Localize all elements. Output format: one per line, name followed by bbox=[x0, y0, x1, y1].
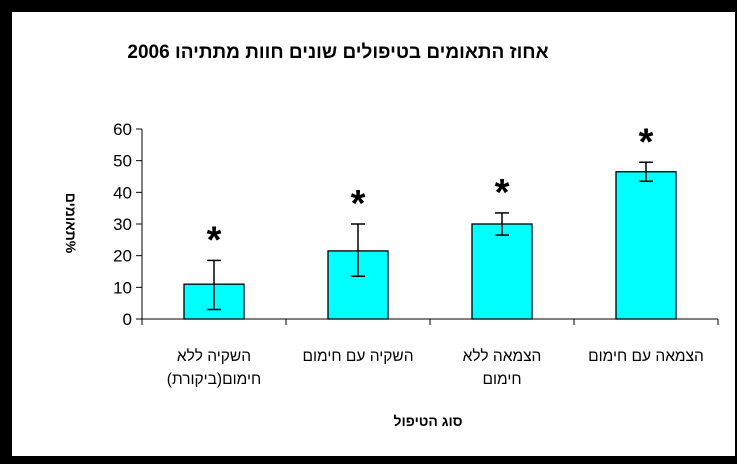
y-tick-label-5: 50 bbox=[113, 152, 132, 171]
significance-star-2: * bbox=[495, 172, 510, 214]
bar-2 bbox=[471, 223, 533, 320]
y-tick-label-2: 20 bbox=[113, 247, 132, 266]
y-axis-title: %תאומים bbox=[63, 193, 79, 254]
x-tick-label-3: הצמאה עם חימום bbox=[588, 348, 704, 365]
significance-star-1: * bbox=[351, 183, 366, 225]
significance-star-3: * bbox=[639, 121, 654, 163]
x-tick-label-2-line-0: הצמאה ללא bbox=[463, 348, 542, 365]
x-tick-label-2-line-1: חימום bbox=[482, 371, 521, 388]
y-tick-label-0: 0 bbox=[123, 310, 132, 329]
y-tick-label-3: 30 bbox=[113, 215, 132, 234]
y-tick-label-1: 10 bbox=[113, 278, 132, 297]
x-tick-label-0-line-1: חימום(ביקורת) bbox=[167, 371, 261, 388]
x-tick-label-1: השקיה עם חימום bbox=[302, 348, 413, 365]
chart-title: אחוז התאומים בטיפולים שונים חוות מתתיהו … bbox=[127, 42, 548, 63]
significance-star-0: * bbox=[207, 219, 222, 261]
plot-area: 0 10 20 30 40 50 60 * השקיה ללא חימום(ביקורת) * השק… bbox=[113, 120, 719, 388]
y-tick-label-6: 60 bbox=[113, 120, 132, 139]
x-tick-label-0-line-0: השקיה ללא bbox=[177, 348, 251, 365]
x-axis-title: סוג הטיפול bbox=[394, 413, 463, 429]
y-tick-label-4: 40 bbox=[113, 183, 132, 202]
bar-3 bbox=[615, 171, 677, 320]
